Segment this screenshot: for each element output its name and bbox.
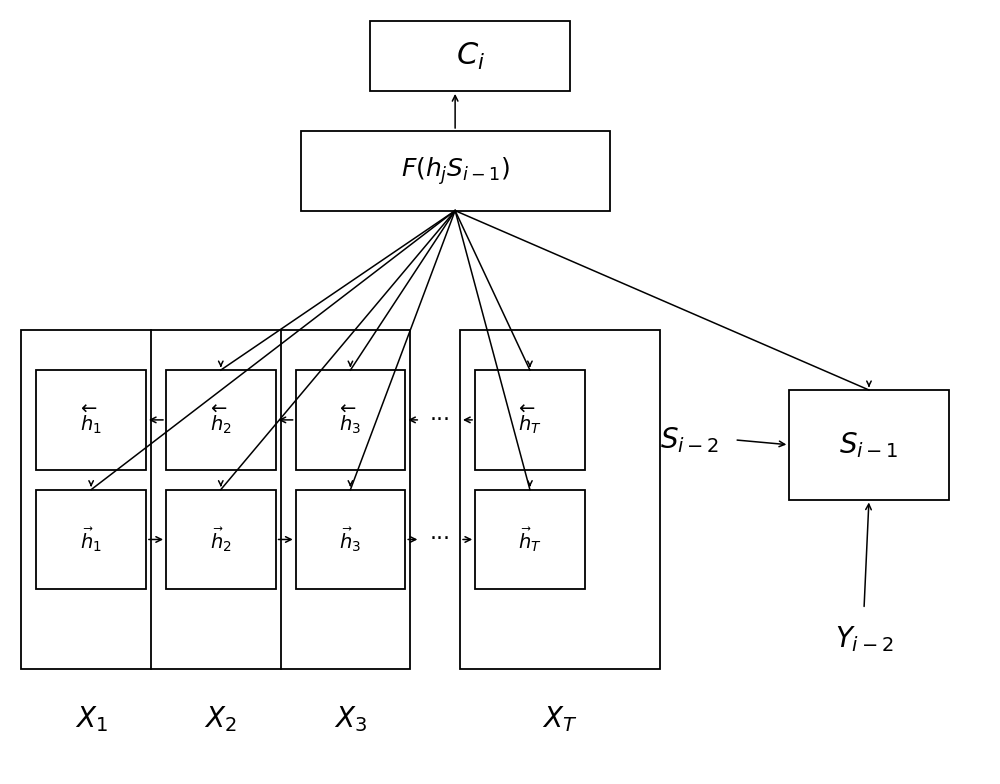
Text: $\overleftarrow{h}_{T}$: $\overleftarrow{h}_{T}$ [518, 404, 542, 437]
Text: $S_{i-2}$: $S_{i-2}$ [660, 425, 719, 455]
Bar [296, 490, 405, 590]
Bar [21, 330, 410, 669]
Text: $X_{1}$: $X_{1}$ [75, 704, 108, 734]
Text: $\vec{h}_{3}$: $\vec{h}_{3}$ [339, 525, 361, 554]
Text: $F(h_j S_{i-1})$: $F(h_j S_{i-1})$ [401, 155, 510, 187]
Text: $\vec{h}_{1}$: $\vec{h}_{1}$ [80, 525, 102, 554]
Bar [296, 370, 405, 470]
Bar [36, 370, 146, 470]
Bar [475, 490, 585, 590]
Text: $X_{T}$: $X_{T}$ [542, 704, 578, 734]
Text: $S_{i-1}$: $S_{i-1}$ [839, 430, 899, 459]
Bar [301, 131, 610, 211]
Bar [370, 21, 570, 91]
Bar [460, 330, 660, 669]
Text: $\overleftarrow{h}_{3}$: $\overleftarrow{h}_{3}$ [339, 404, 361, 437]
Text: $Y_{i-2}$: $Y_{i-2}$ [835, 624, 893, 654]
Text: $\overleftarrow{h}_{2}$: $\overleftarrow{h}_{2}$ [210, 404, 232, 437]
Bar [789, 390, 949, 499]
Text: $C_{i}$: $C_{i}$ [456, 41, 485, 72]
Text: $\vec{h}_{T}$: $\vec{h}_{T}$ [518, 525, 542, 554]
Bar [36, 490, 146, 590]
Bar [475, 370, 585, 470]
Text: ···: ··· [430, 529, 451, 550]
Text: $X_{2}$: $X_{2}$ [204, 704, 237, 734]
Text: $\overleftarrow{h}_{1}$: $\overleftarrow{h}_{1}$ [80, 404, 102, 437]
Text: ···: ··· [430, 410, 451, 430]
Text: $X_{3}$: $X_{3}$ [334, 704, 367, 734]
Text: $\vec{h}_{2}$: $\vec{h}_{2}$ [210, 525, 232, 554]
Bar [166, 370, 276, 470]
Bar [166, 490, 276, 590]
